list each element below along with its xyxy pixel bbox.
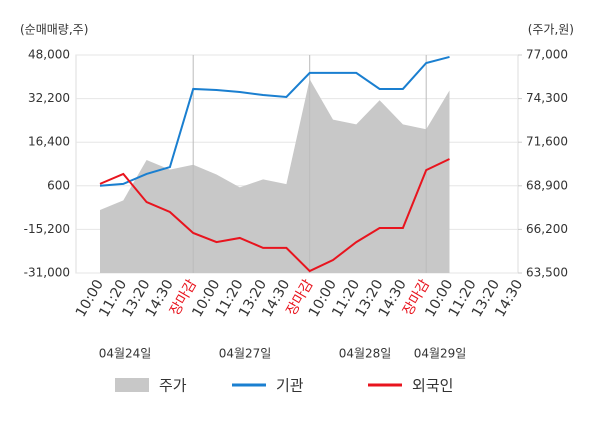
y-tick-label: 16,400 [28,135,70,149]
y2-tick-label: 74,300 [526,91,568,105]
date-label: 04월27일 [219,347,272,361]
y-tick-label: 600 [47,178,70,192]
legend-label: 기관 [276,377,304,395]
series-line [99,158,450,273]
series-line [99,55,450,187]
y-tick-label: 32,200 [28,91,70,105]
y-tick-label: 48,000 [28,48,70,62]
y2-axis-label: (주가,원) [528,23,574,37]
y2-tick-label: 66,200 [526,222,568,236]
y2-tick-label: 63,500 [526,266,568,280]
y2-tick-label: 77,000 [526,48,568,62]
y2-tick-label: 68,900 [526,178,568,192]
date-label: 04월29일 [414,347,467,361]
price-area [100,79,450,273]
legend-swatch [115,378,149,392]
y2-tick-label: 71,600 [526,135,568,149]
date-label: 04월24일 [99,347,152,361]
y-tick-label: -31,000 [24,266,70,280]
legend-label: 주가 [159,377,187,395]
y-axis-label: (순매매량,주) [20,23,88,37]
date-label: 04월28일 [339,347,392,361]
legend-label: 외국인 [412,377,453,395]
y-tick-label: -15,200 [24,222,70,236]
